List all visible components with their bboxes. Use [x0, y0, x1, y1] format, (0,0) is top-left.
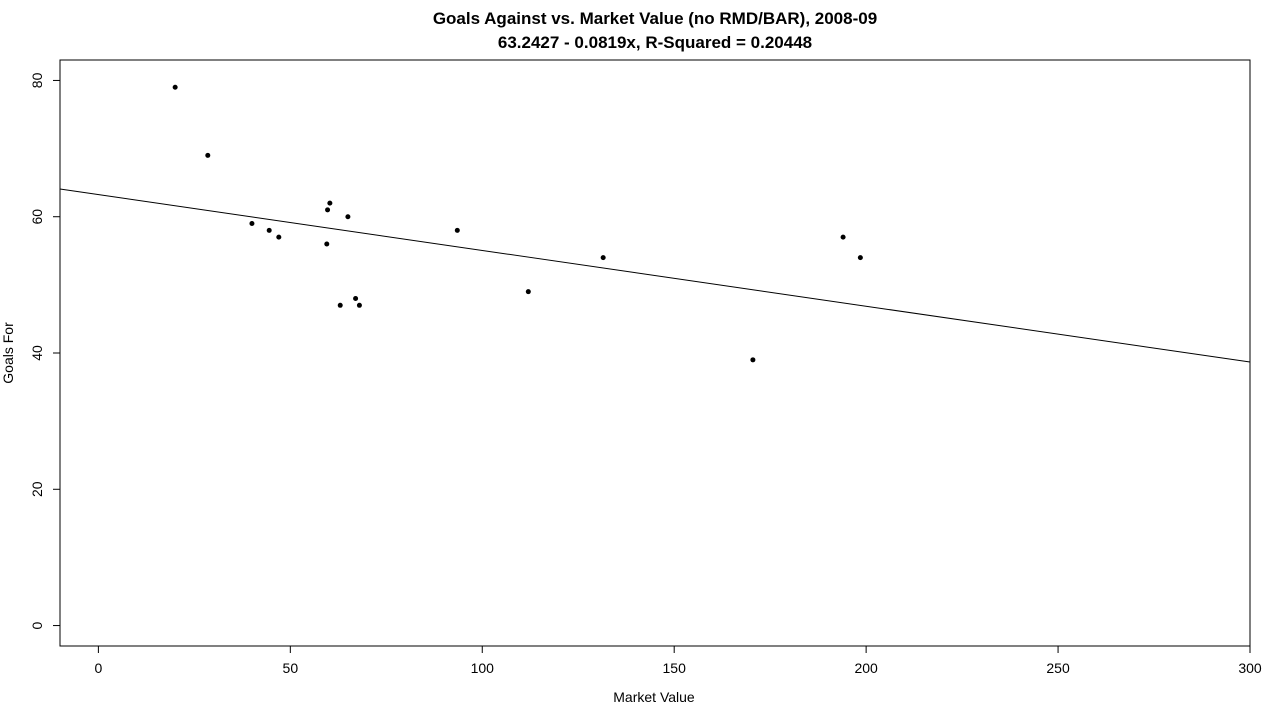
data-point [840, 234, 846, 240]
data-point [345, 214, 351, 220]
data-point [454, 227, 460, 233]
x-tick-label: 50 [283, 660, 299, 676]
y-tick-label: 80 [29, 72, 45, 88]
x-tick-label: 100 [471, 660, 495, 676]
data-point [266, 227, 272, 233]
data-point [600, 255, 606, 261]
y-axis-label: Goals For [0, 322, 16, 384]
data-point [353, 295, 359, 301]
x-tick-label: 150 [663, 660, 687, 676]
data-point [205, 152, 211, 158]
data-point [750, 357, 756, 363]
x-tick-label: 0 [94, 660, 102, 676]
x-axis-label: Market Value [613, 689, 695, 705]
chart-title: Goals Against vs. Market Value (no RMD/B… [432, 9, 878, 28]
data-point [324, 241, 330, 247]
plot-frame [59, 59, 1251, 647]
data-point [356, 302, 362, 308]
x-tick-label: 300 [1238, 660, 1262, 676]
data-point [325, 207, 331, 213]
data-point [337, 302, 343, 308]
data-point [249, 221, 255, 227]
data-point [525, 289, 531, 295]
data-point [857, 255, 863, 261]
data-point [327, 200, 333, 206]
regression-line-group [59, 188, 1251, 363]
x-axis: 0 50 100 150 200 250 300 [94, 645, 1262, 676]
x-tick-label: 250 [1046, 660, 1070, 676]
data-point [276, 234, 282, 240]
data-point [172, 84, 178, 90]
x-tick-label: 200 [854, 660, 878, 676]
y-tick-label: 0 [29, 621, 45, 629]
data-points [172, 84, 863, 363]
y-tick-label: 60 [29, 209, 45, 225]
regression-line [59, 188, 1251, 363]
y-tick-label: 40 [29, 345, 45, 361]
y-axis: 0 20 40 60 80 [29, 72, 61, 629]
chart-subtitle: 63.2427 - 0.0819x, R-Squared = 0.20448 [497, 33, 813, 52]
y-tick-label: 20 [29, 481, 45, 497]
